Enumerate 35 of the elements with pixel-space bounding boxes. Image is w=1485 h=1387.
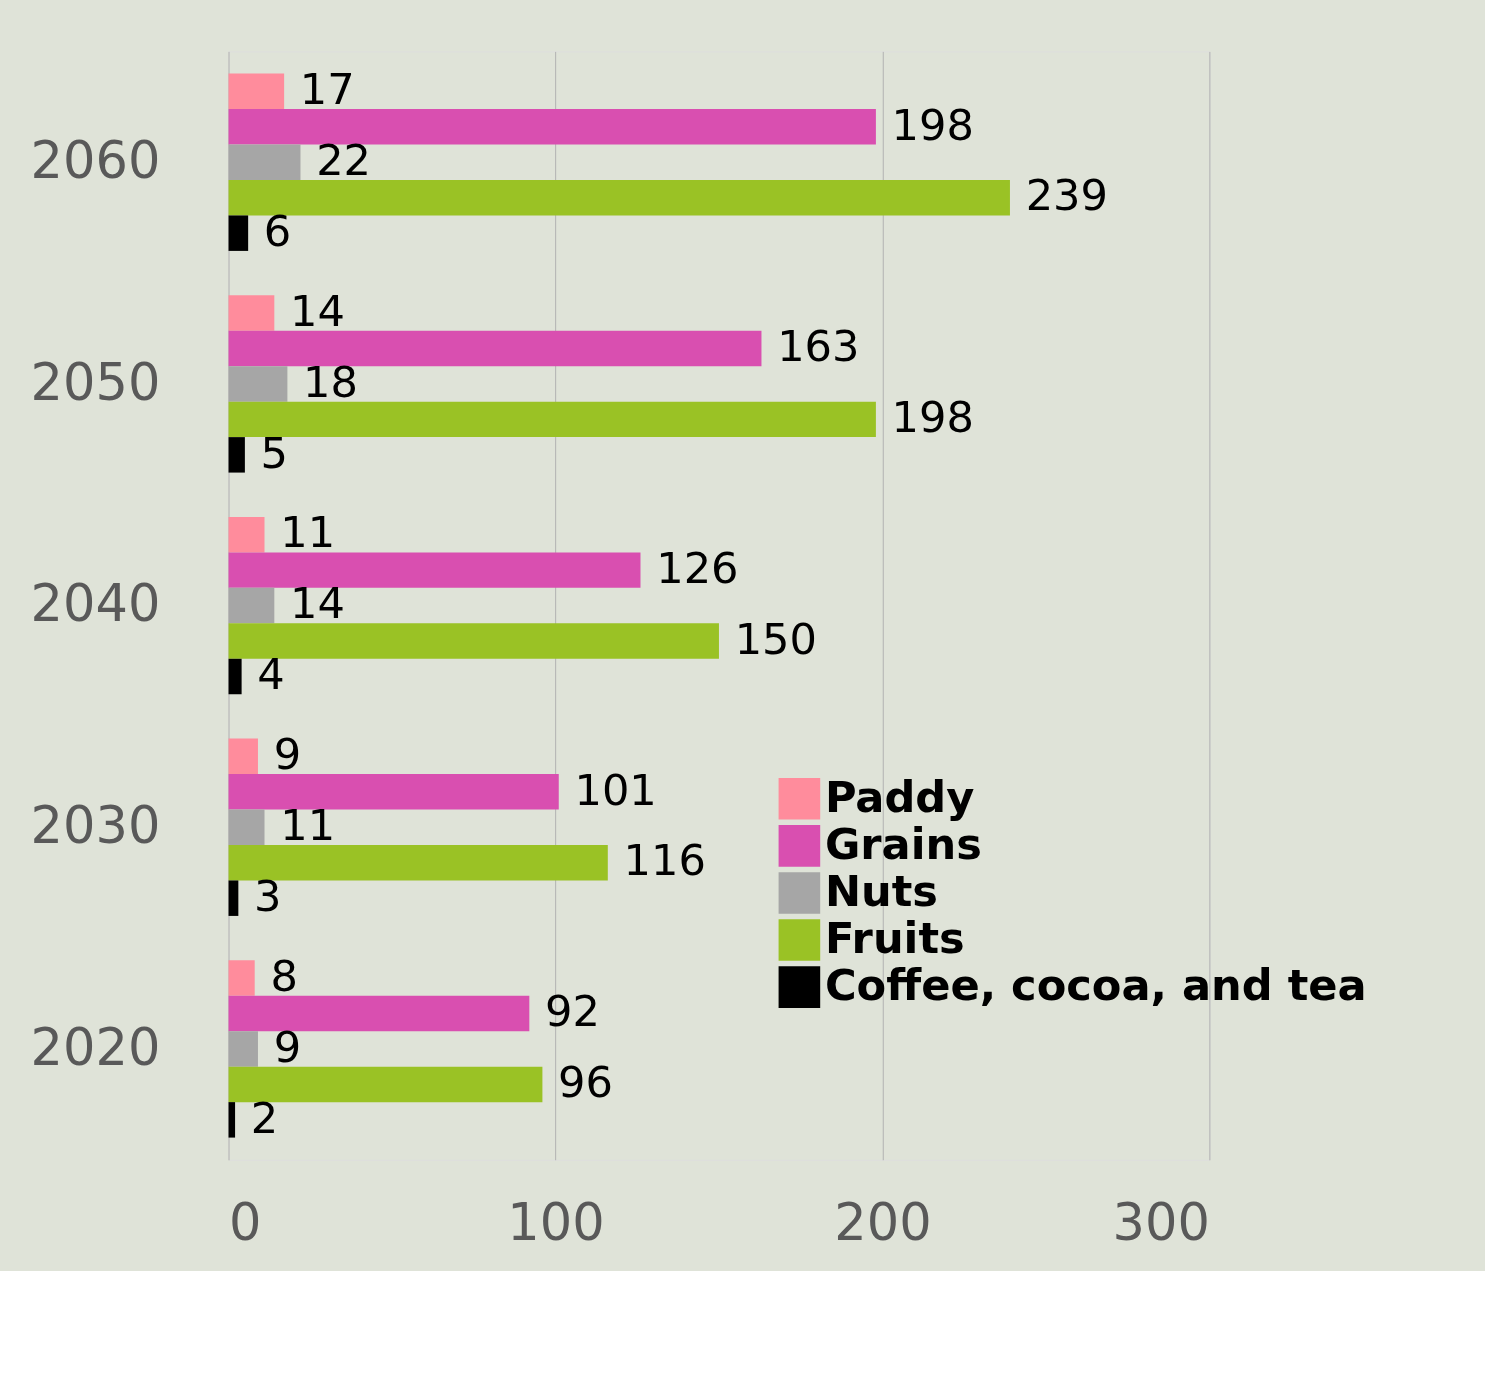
data-label: 22: [316, 134, 372, 185]
data-label: 5: [260, 427, 289, 478]
data-label: 126: [656, 542, 739, 593]
data-label: 150: [734, 613, 817, 664]
data-label: 163: [777, 321, 860, 372]
data-label: 3: [254, 870, 282, 921]
legend-label: Paddy: [824, 771, 975, 822]
data-label: 198: [891, 392, 974, 443]
data-label: 9: [273, 729, 302, 780]
y-tick-label: 2040: [30, 574, 161, 634]
data-label: 116: [623, 835, 706, 886]
data-label: 4: [257, 649, 285, 700]
data-label: 17: [299, 64, 355, 115]
x-tick-label: 300: [1112, 1192, 1210, 1252]
data-label: 9: [273, 1021, 302, 1072]
data-label: 14: [290, 578, 345, 629]
data-label: 2: [250, 1092, 279, 1143]
data-label: 198: [891, 99, 974, 150]
data-label: 239: [1025, 170, 1108, 221]
y-tick-label: 2020: [30, 1017, 161, 1077]
y-tick-label: 2060: [30, 130, 161, 190]
data-label: 14: [290, 285, 345, 336]
data-label: 11: [280, 800, 336, 851]
y-tick-label: 2030: [30, 795, 161, 855]
data-label: 18: [303, 356, 358, 407]
x-tick-label: 0: [229, 1192, 262, 1252]
x-tick-label: 200: [834, 1192, 932, 1252]
data-label: 8: [270, 950, 298, 1001]
data-label: 96: [558, 1057, 614, 1108]
data-label: 92: [545, 986, 600, 1037]
data-label: 11: [280, 507, 336, 558]
data-label: 101: [574, 764, 657, 815]
data-label: 6: [263, 205, 292, 256]
x-tick-label: 100: [507, 1192, 605, 1252]
y-tick-label: 2050: [30, 352, 161, 412]
